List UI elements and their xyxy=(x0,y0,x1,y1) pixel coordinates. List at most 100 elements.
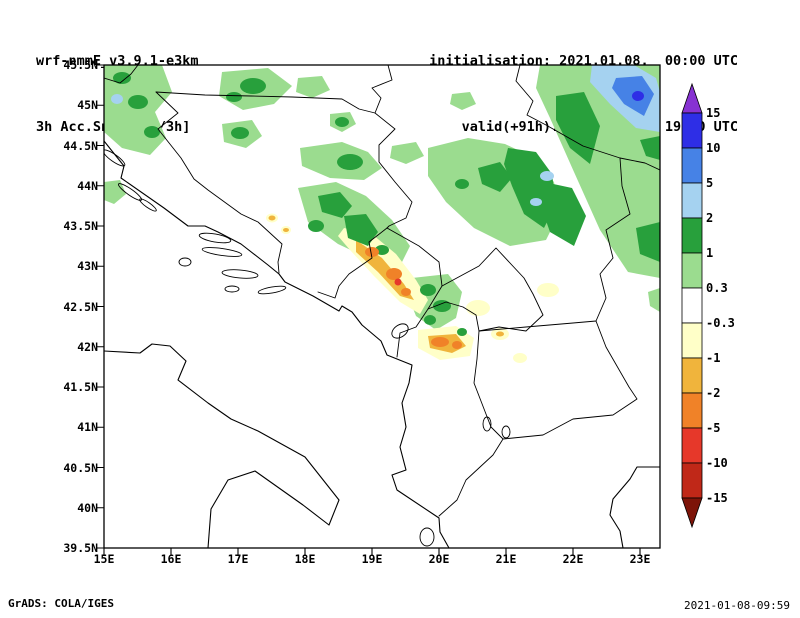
colorbar-label: -15 xyxy=(706,491,728,505)
snow-area-medium xyxy=(335,117,349,127)
lon-label: 16E xyxy=(160,552,182,566)
island xyxy=(117,183,143,201)
melt-area-light xyxy=(466,300,490,316)
snow-area-light xyxy=(390,142,424,164)
lon-label: 15E xyxy=(93,552,115,566)
border-kosovo xyxy=(427,247,544,332)
colorbar-segment-m1-m2 xyxy=(681,357,703,394)
border-albania-greece xyxy=(438,438,504,517)
snow-area-medium xyxy=(636,222,660,262)
snow-area-medium xyxy=(420,284,436,296)
coastline-italy xyxy=(104,343,340,548)
island xyxy=(257,285,287,295)
melt-area-heavy xyxy=(452,341,462,349)
lon-label: 18E xyxy=(294,552,316,566)
lat-label: 40.5N xyxy=(63,461,98,475)
lon-label: 22E xyxy=(562,552,584,566)
lat-label: 43.5N xyxy=(63,219,98,233)
lat-label: 39.5N xyxy=(63,541,98,555)
snow-area-medium xyxy=(113,72,131,84)
colorbar-label: -5 xyxy=(706,421,721,435)
colorbar-label: 5 xyxy=(706,176,714,190)
snow-area-medium xyxy=(231,127,249,139)
coastline-aegean xyxy=(609,466,660,548)
border-croatia-serbia xyxy=(371,65,393,114)
colorbar-label: -10 xyxy=(706,456,728,470)
lon-label: 23E xyxy=(629,552,651,566)
island xyxy=(224,285,240,293)
lon-ticks xyxy=(103,548,641,556)
snow-area-medium xyxy=(344,214,378,246)
snow-area-light xyxy=(296,76,330,98)
snow-area-light xyxy=(450,92,476,110)
snow-area-medium xyxy=(144,126,160,138)
snow-area-medium xyxy=(424,315,436,325)
lake-shkodra xyxy=(391,323,409,339)
axes-layer xyxy=(96,64,661,556)
border-slovenia-croatia xyxy=(104,65,139,84)
coastline-balkan xyxy=(104,140,450,548)
colorbar-segment-1-03 xyxy=(681,252,703,289)
lon-label: 20E xyxy=(428,552,450,566)
colorbar xyxy=(681,82,703,529)
lat-label: 41N xyxy=(77,420,98,434)
shaded-field-layer xyxy=(104,65,660,363)
melt-area-light xyxy=(537,283,559,297)
colorbar-label: 1 xyxy=(706,246,714,260)
grads-credit: GrADS: COLA/IGES xyxy=(8,597,114,610)
island xyxy=(198,232,232,244)
lat-label: 45N xyxy=(77,98,98,112)
island xyxy=(178,257,192,267)
border-macedonia xyxy=(473,320,638,440)
snow-area-heavy xyxy=(540,171,554,181)
snow-area-medium xyxy=(640,136,660,160)
melt-area-heavy xyxy=(365,247,379,257)
island xyxy=(139,198,157,212)
lat-label: 43N xyxy=(77,259,98,273)
lat-label: 42.5N xyxy=(63,300,98,314)
snow-area-heavy xyxy=(530,198,542,206)
snow-area-medium xyxy=(433,300,451,312)
colorbar-label: 2 xyxy=(706,211,714,225)
colorbar-segment-m03-m1 xyxy=(681,322,703,359)
colorbar-label: -0.3 xyxy=(706,316,735,330)
colorbar-label: 15 xyxy=(706,106,721,120)
lat-label: 41.5N xyxy=(63,380,98,394)
border-montenegro-serbia xyxy=(386,227,443,310)
snow-area-medium xyxy=(478,162,512,192)
island xyxy=(104,149,126,167)
snow-area-light xyxy=(104,180,126,204)
melt-area-heavy xyxy=(401,288,411,296)
colorbar-segment-m10-m15 xyxy=(681,462,703,499)
snow-area-medium xyxy=(337,154,363,170)
border-bosnia-montenegro xyxy=(317,227,388,299)
island xyxy=(201,247,243,257)
lake-prespa xyxy=(501,425,511,439)
island xyxy=(419,527,435,547)
colorbar-arrow-down xyxy=(681,497,703,529)
snow-area-extreme xyxy=(632,91,644,101)
border-bosnia-north-east xyxy=(155,91,413,229)
colorbar-label: 0.3 xyxy=(706,281,728,295)
melt-area-intense xyxy=(394,278,402,286)
creation-timestamp: 2021-01-08-09:59 xyxy=(684,599,790,612)
snow-area-medium xyxy=(226,92,242,102)
snow-area-medium xyxy=(128,95,148,109)
lat-label: 44N xyxy=(77,179,98,193)
colorbar-segment-5-2 xyxy=(681,182,703,219)
colorbar-segment-zero xyxy=(681,287,703,324)
snow-area-medium xyxy=(556,92,600,164)
melt-area-medium xyxy=(496,331,504,337)
snow-area-medium xyxy=(318,192,352,218)
border-montenegro-albania xyxy=(396,308,429,358)
lon-label: 21E xyxy=(495,552,517,566)
lat-label: 44.5N xyxy=(63,139,98,153)
melt-area-heavy xyxy=(431,337,449,347)
snow-area-medium xyxy=(308,220,324,232)
colorbar-segment-10-5 xyxy=(681,147,703,184)
lat-label: 42N xyxy=(77,340,98,354)
snow-area-medium xyxy=(455,179,469,189)
colorbar-segment-m5-m10 xyxy=(681,427,703,464)
melt-area-heavy xyxy=(386,268,402,280)
